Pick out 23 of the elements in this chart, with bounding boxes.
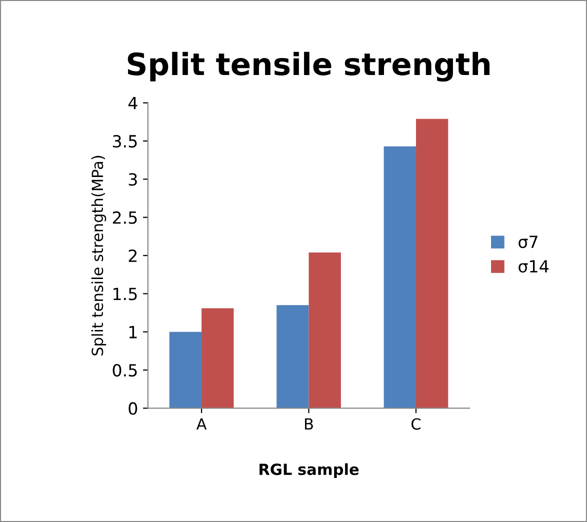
y-tick-label: 0.5 bbox=[112, 364, 137, 377]
y-tick-label: 3 bbox=[128, 173, 137, 186]
y-tick-label: 0 bbox=[128, 402, 138, 415]
chart-title: Split tensile strength bbox=[128, 52, 490, 82]
x-tick-label: C bbox=[412, 418, 420, 430]
x-tick-label: A bbox=[196, 418, 207, 430]
y-tick-label: 2 bbox=[128, 249, 137, 262]
y-tick-label: 2.5 bbox=[112, 211, 137, 224]
bar bbox=[169, 332, 202, 408]
y-axis-title: Split tensile strength(MPa) bbox=[91, 156, 106, 356]
y-tick-label: 4 bbox=[128, 97, 138, 110]
bar bbox=[416, 118, 448, 408]
y-tick-label: 1.5 bbox=[114, 288, 137, 300]
bar bbox=[202, 308, 234, 408]
y-tick-label: 3.5 bbox=[112, 134, 137, 148]
y-tick-label: 1 bbox=[129, 326, 137, 338]
x-axis-title: RGL sample bbox=[260, 463, 359, 478]
bar bbox=[276, 305, 309, 408]
legend-label: σ7 bbox=[518, 236, 538, 248]
x-tick-label: B bbox=[305, 418, 313, 430]
bar bbox=[384, 146, 416, 408]
bar bbox=[308, 252, 341, 408]
legend-label: σ14 bbox=[518, 260, 549, 273]
